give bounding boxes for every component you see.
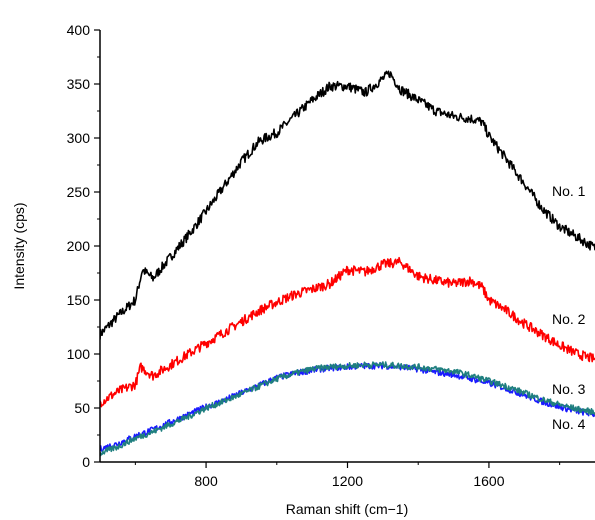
y-tick-label: 400	[67, 22, 91, 38]
y-tick-label: 150	[67, 292, 91, 308]
y-tick-label: 50	[74, 400, 90, 416]
y-tick-label: 200	[67, 238, 91, 254]
series-label: No. 3	[552, 381, 586, 397]
x-tick-label: 1600	[473, 473, 504, 489]
x-tick-label: 1200	[332, 473, 363, 489]
series-label: No. 1	[552, 183, 586, 199]
ticks-layer: 0 50 100 150 200 250 300 350 400 800 1200 1600	[67, 22, 561, 489]
series-line-no-4	[100, 362, 595, 453]
x-axis-title: Raman shift (cm−1)	[286, 501, 409, 517]
series-line-no-2	[100, 256, 595, 408]
series-line-no-1	[100, 70, 595, 340]
y-tick-label: 350	[67, 76, 91, 92]
x-tick-label: 800	[194, 473, 218, 489]
series-label: No. 4	[552, 416, 586, 432]
y-tick-label: 250	[67, 184, 91, 200]
y-tick-label: 0	[82, 454, 90, 470]
series-label: No. 2	[552, 311, 586, 327]
series-line-no-3	[100, 361, 595, 457]
y-tick-label: 100	[67, 346, 91, 362]
series-layer	[100, 70, 595, 457]
y-axis-title: Intensity (cps)	[11, 202, 27, 289]
series-labels-layer: No. 1 No. 2 No. 3 No. 4	[552, 183, 586, 432]
y-tick-label: 300	[67, 130, 91, 146]
